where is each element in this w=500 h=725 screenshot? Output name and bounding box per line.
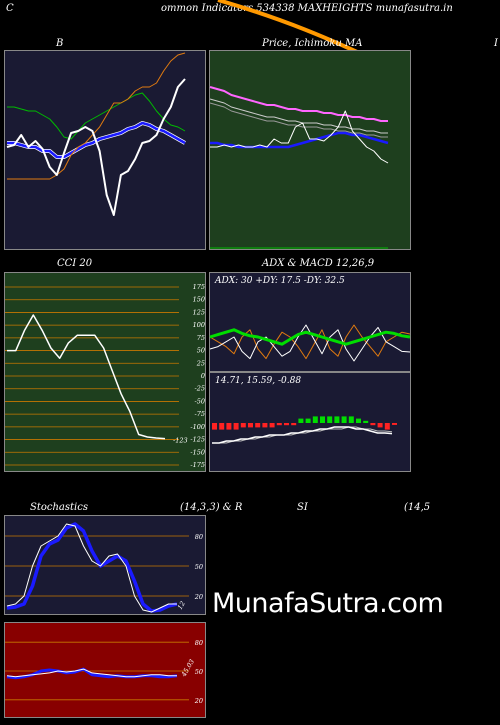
bb-lower-band	[7, 52, 186, 180]
stoch-params-label: (14,3,3) & R	[180, 502, 243, 513]
header-left-char: C	[6, 3, 14, 14]
price-ma-blue	[210, 131, 389, 149]
rsi-avg-line	[6, 667, 178, 680]
cci-tick-label: -50	[195, 397, 205, 405]
macd-histogram-bar	[370, 423, 376, 426]
stoch-tick-label: 20	[194, 593, 203, 601]
cci-label: CCI 20	[57, 258, 93, 269]
adx-plus-dy	[209, 324, 411, 362]
macd-histogram-bar	[363, 420, 369, 423]
macd-histogram-bar	[334, 416, 340, 423]
page-title: ommon Indicators 534338 MAXHEIGHTS munaf…	[161, 3, 453, 14]
cci-panel: 175 150 125 100 75 50 25 0 -25 -50 -75 -100 -125 -150…	[4, 272, 206, 472]
macd-histogram-bar	[384, 423, 390, 430]
macd-readout: 14.71, 15.59, -0.88	[215, 376, 302, 386]
rsi-last-value: 45.03	[179, 658, 196, 679]
price-ma-label: Price, Ichimoku MA	[262, 38, 363, 49]
cci-tick-label: 75	[197, 334, 205, 342]
price-ichimoku-a	[209, 98, 388, 134]
macd-histogram-bar	[341, 416, 347, 423]
cci-tick-label: 25	[196, 359, 205, 367]
si-label: SI	[297, 502, 308, 513]
macd-histogram-bar	[240, 423, 246, 428]
price-panel	[209, 50, 411, 250]
stoch-last-value: 12	[176, 600, 187, 611]
bb-panel	[4, 50, 206, 250]
price-ma-magenta	[209, 86, 388, 122]
stoch-tick-label: 80	[195, 533, 203, 541]
price-ichimoku-b	[209, 102, 388, 138]
cci-tick-label: -150	[190, 448, 205, 456]
price-line	[210, 110, 389, 164]
macd-histogram-bar	[327, 416, 333, 423]
price-svg	[209, 86, 389, 249]
macd-histogram-bar	[320, 416, 325, 423]
macd-histogram-bar	[269, 423, 275, 428]
cci-tick-label: 175	[193, 283, 205, 291]
rsi-line	[6, 668, 177, 678]
macd-histogram-bar	[356, 418, 361, 423]
macd-histogram-bar	[255, 423, 261, 428]
macd-histogram-bar	[219, 423, 225, 430]
cci-tick-label: -100	[190, 423, 205, 431]
right-cut-label: I	[494, 38, 498, 49]
stoch-panel: 80 50 20 12	[4, 515, 206, 615]
macd-histogram-bar	[233, 423, 239, 430]
cci-tick-label: 150	[193, 296, 205, 304]
adx-readout: ADX: 30 +DY: 17.5 -DY: 32.5	[215, 276, 345, 286]
macd-histogram-bar	[212, 423, 217, 430]
cci-tick-label: -125	[190, 436, 205, 444]
cci-last-value: -123	[173, 437, 188, 445]
stoch-k-line	[6, 523, 177, 613]
macd-line	[212, 426, 393, 444]
macd-histogram-bar	[276, 423, 282, 426]
macd-svg	[212, 416, 397, 444]
rsi-tick-label: 80	[195, 639, 203, 647]
macd-histogram-bar	[262, 423, 268, 428]
cci-tick-label: 50	[197, 347, 205, 355]
cci-svg: 175 150 125 100 75 50 25 0 -25 -50 -75 -100 -125 -150…	[5, 283, 205, 469]
macd-histogram-bar	[377, 423, 383, 428]
adx-line	[209, 328, 411, 346]
adx-panel: ADX: 30 +DY: 17.5 -DY: 32.5	[209, 272, 411, 372]
bb-price-line	[6, 78, 186, 216]
bb-label: B	[56, 38, 64, 49]
stoch-label: Stochastics	[30, 502, 88, 513]
rsi-tick-label: 20	[194, 697, 203, 705]
bb-upper-band	[7, 92, 186, 140]
adx-svg	[209, 324, 411, 362]
stoch-d-line	[6, 522, 178, 613]
macd-histogram-bar	[284, 423, 289, 426]
macd-panel: 14.71, 15.59, -0.88	[209, 372, 411, 472]
cci-tick-label: 0	[201, 372, 205, 380]
rsi-svg: 80 50 20 45.03	[5, 639, 203, 705]
macd-histogram-bar	[248, 423, 253, 428]
cci-tick-label: -175	[190, 461, 205, 469]
stoch-tick-label: 50	[195, 563, 203, 571]
watermark: MunafaSutra.com	[212, 588, 444, 619]
stoch-svg: 80 50 20 12	[5, 522, 203, 613]
macd-histogram-bar	[291, 423, 297, 426]
rsi-tick-label: 50	[195, 668, 203, 676]
cci-line	[7, 314, 166, 440]
macd-histogram-bar	[348, 416, 354, 423]
adx-minus-dy	[209, 324, 411, 360]
cci-tick-label: 125	[193, 308, 205, 316]
bb-svg	[6, 52, 186, 216]
macd-histogram-bar	[392, 423, 397, 425]
macd-histogram-bar	[298, 418, 304, 423]
macd-histogram-bar	[305, 418, 311, 423]
rsi-params-label: (14,5	[404, 502, 431, 513]
cci-tick-label: 100	[193, 321, 205, 329]
macd-histogram-bar	[312, 416, 318, 423]
adx-macd-label: ADX & MACD 12,26,9	[262, 258, 375, 269]
cci-tick-label: -25	[195, 385, 205, 393]
macd-histogram-bar	[226, 423, 232, 430]
rsi-panel: 80 50 20 45.03	[4, 622, 206, 718]
cci-tick-label: -75	[195, 410, 205, 418]
